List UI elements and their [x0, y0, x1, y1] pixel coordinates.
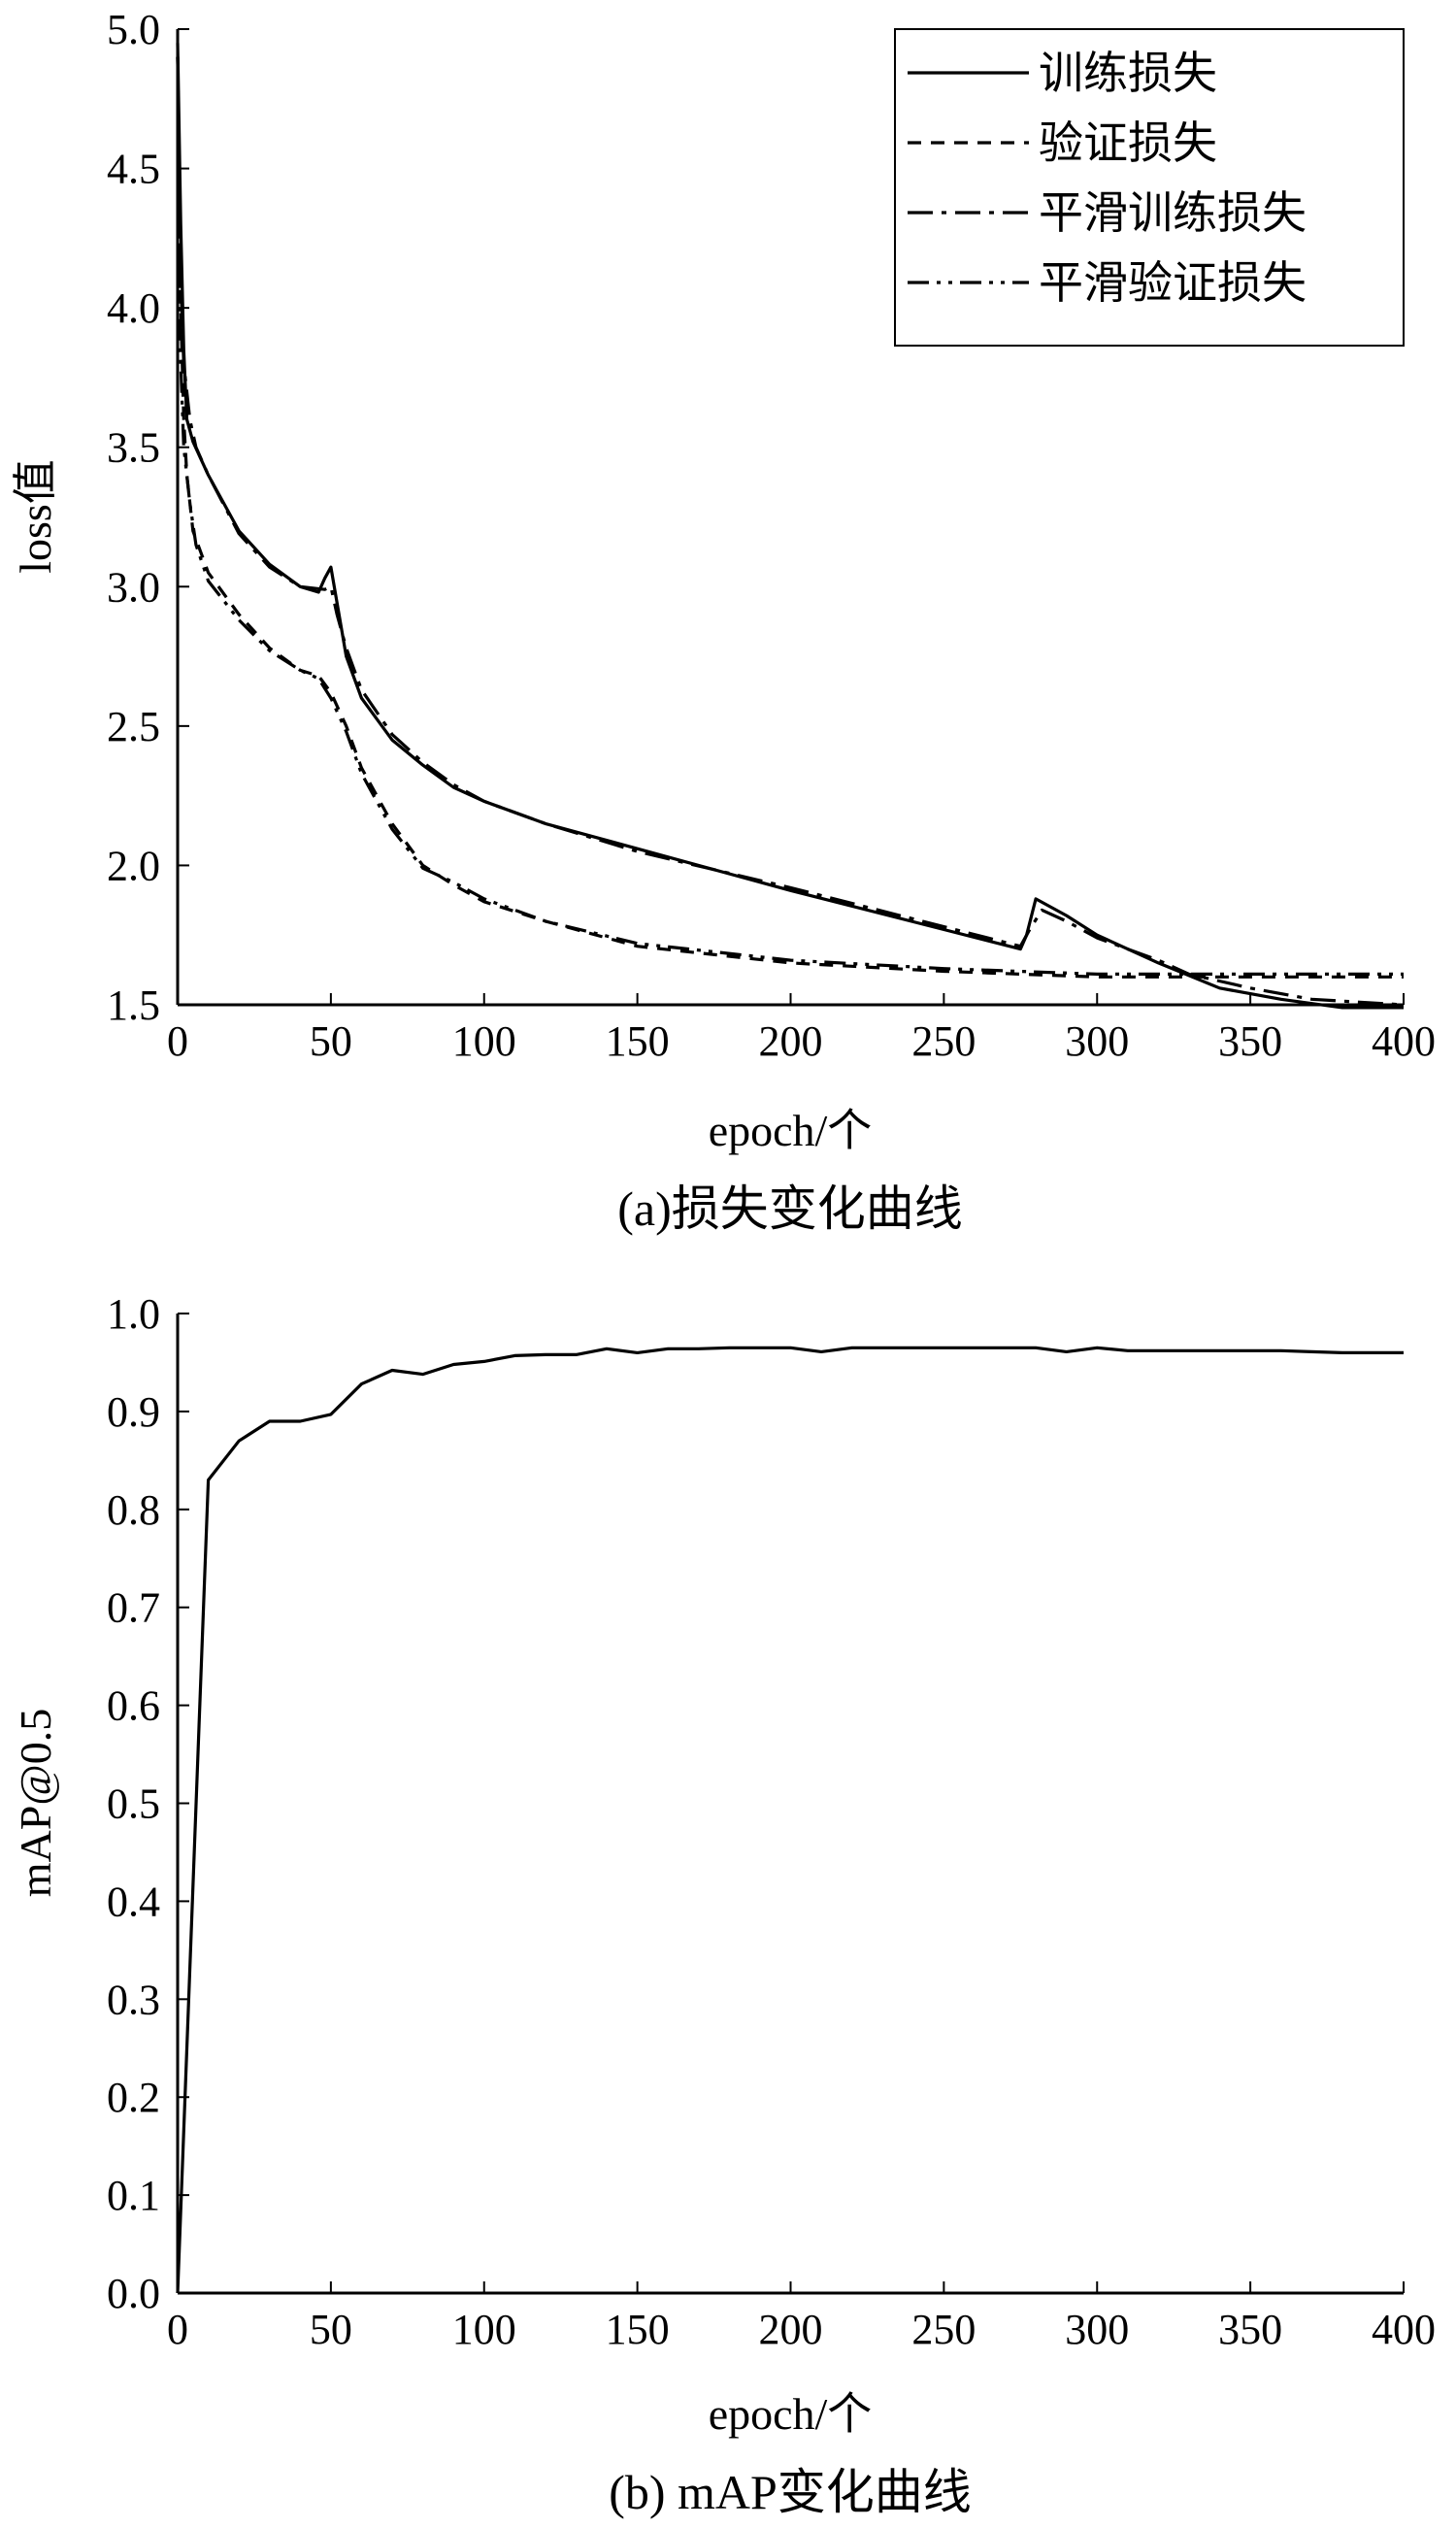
x-tick-label: 0 [167, 2306, 188, 2353]
map-y-ticks: 0.0 0.1 0.2 0.3 0.4 0.5 0.6 0.7 0.8 0.9 1.0 [107, 1290, 189, 2317]
x-tick-label: 100 [452, 1017, 516, 1065]
x-tick-label: 250 [911, 1017, 976, 1065]
legend-label: 平滑训练损失 [1039, 188, 1307, 238]
x-tick-label: 350 [1218, 2306, 1282, 2353]
x-tick-label: 0 [167, 1017, 188, 1065]
y-tick-label: 0.9 [107, 1388, 160, 1436]
y-tick-label: 5.0 [107, 6, 160, 53]
legend-label: 验证损失 [1039, 118, 1217, 168]
y-tick-label: 3.0 [107, 563, 160, 611]
y-tick-label: 0.2 [107, 2074, 160, 2121]
map-series-group [176, 1346, 1404, 2294]
series-line-1 [176, 1346, 1404, 2294]
loss-chart: 0 50 100 150 200 250 300 350 400 1.5 2.0 2.5 3.0 3.5… [11, 6, 1436, 1236]
x-tick-label: 150 [606, 1017, 670, 1065]
x-tick-label: 200 [759, 2306, 823, 2353]
x-tick-label: 150 [606, 2306, 670, 2353]
x-tick-label: 50 [310, 1017, 352, 1065]
x-tick-label: 50 [310, 2306, 352, 2353]
loss-series-group [176, 43, 1405, 1010]
map-chart-caption: (b) mAP变化曲线 [609, 2465, 972, 2519]
y-tick-label: 0.7 [107, 1584, 160, 1632]
y-tick-label: 3.5 [107, 424, 160, 472]
loss-y-ticks: 1.5 2.0 2.5 3.0 3.5 4.0 4.5 5.0 [107, 6, 189, 1029]
loss-y-axis-label: loss值 [11, 459, 60, 574]
y-tick-label: 1.5 [107, 981, 160, 1029]
series-line-2 [176, 56, 1404, 979]
y-tick-label: 0.6 [107, 1682, 160, 1730]
map-chart: 0 50 100 150 200 250 300 350 400 0.0 0.1 0.2 0.3 0.4… [11, 1290, 1436, 2519]
x-tick-label: 400 [1372, 1017, 1436, 1065]
map-x-axis-label: epoch/个 [709, 2389, 873, 2439]
x-tick-label: 200 [759, 1017, 823, 1065]
x-tick-label: 300 [1065, 2306, 1129, 2353]
y-tick-label: 1.0 [107, 1290, 160, 1338]
x-tick-label: 400 [1372, 2306, 1436, 2353]
y-tick-label: 0.1 [107, 2172, 160, 2219]
y-tick-label: 0.0 [107, 2270, 160, 2317]
y-tick-label: 2.5 [107, 703, 160, 750]
series-line-3 [176, 56, 1405, 1007]
map-y-axis-label: mAP@0.5 [11, 1709, 60, 1897]
y-tick-label: 0.3 [107, 1976, 160, 2023]
y-tick-label: 0.5 [107, 1780, 160, 1828]
x-tick-label: 100 [452, 2306, 516, 2353]
loss-x-ticks: 0 50 100 150 200 250 300 350 400 [167, 993, 1436, 1065]
series-line-4 [176, 56, 1404, 976]
x-tick-label: 350 [1218, 1017, 1282, 1065]
y-tick-label: 0.4 [107, 1878, 160, 1925]
x-tick-label: 250 [911, 2306, 976, 2353]
map-x-ticks: 0 50 100 150 200 250 300 350 400 [167, 2281, 1436, 2353]
loss-x-axis-label: epoch/个 [709, 1106, 873, 1155]
legend-label: 平滑验证损失 [1039, 258, 1307, 308]
y-tick-label: 0.8 [107, 1486, 160, 1534]
y-tick-label: 4.5 [107, 146, 160, 193]
x-tick-label: 300 [1065, 1017, 1129, 1065]
y-tick-label: 2.0 [107, 842, 160, 889]
loss-legend-box [894, 28, 1405, 347]
y-tick-label: 4.0 [107, 284, 160, 332]
loss-chart-caption: (a)损失变化曲线 [617, 1181, 963, 1236]
legend-label: 训练损失 [1039, 49, 1217, 98]
